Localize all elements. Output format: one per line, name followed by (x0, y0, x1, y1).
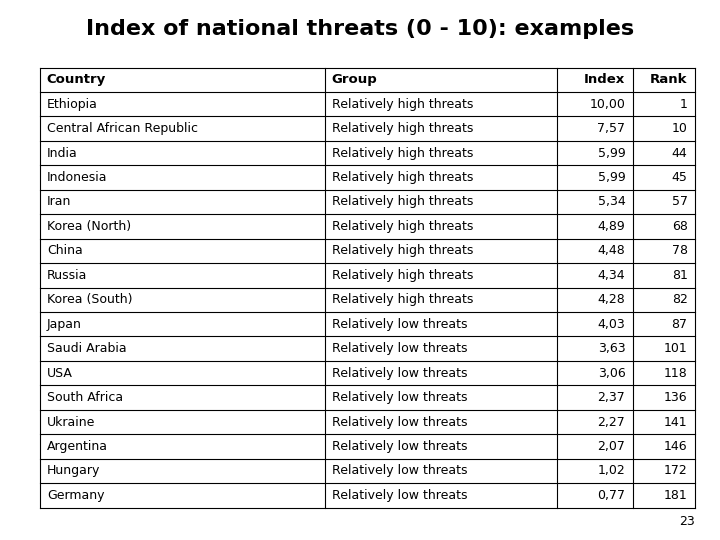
Text: Iran: Iran (47, 195, 71, 208)
Text: Relatively low threats: Relatively low threats (332, 342, 467, 355)
Text: 181: 181 (664, 489, 688, 502)
Text: 4,03: 4,03 (598, 318, 626, 330)
Text: Country: Country (47, 73, 106, 86)
Text: Indonesia: Indonesia (47, 171, 107, 184)
Text: 118: 118 (664, 367, 688, 380)
Text: Relatively high threats: Relatively high threats (332, 171, 473, 184)
Text: 136: 136 (664, 391, 688, 404)
Text: Group: Group (332, 73, 377, 86)
Text: USA: USA (47, 367, 73, 380)
Text: Relatively high threats: Relatively high threats (332, 195, 473, 208)
Text: Germany: Germany (47, 489, 104, 502)
Text: 78: 78 (672, 245, 688, 258)
Text: Relatively high threats: Relatively high threats (332, 220, 473, 233)
Text: 3,06: 3,06 (598, 367, 626, 380)
Text: 0,77: 0,77 (598, 489, 626, 502)
Text: 2,07: 2,07 (598, 440, 626, 453)
Text: Japan: Japan (47, 318, 81, 330)
Text: 57: 57 (672, 195, 688, 208)
Text: 2,27: 2,27 (598, 415, 626, 429)
Text: Relatively low threats: Relatively low threats (332, 489, 467, 502)
Text: 4,89: 4,89 (598, 220, 626, 233)
Text: Relatively high threats: Relatively high threats (332, 146, 473, 160)
Text: 141: 141 (664, 415, 688, 429)
Text: Relatively high threats: Relatively high threats (332, 269, 473, 282)
Text: 45: 45 (672, 171, 688, 184)
Text: Index of national threats (0 - 10): examples: Index of national threats (0 - 10): exam… (86, 19, 634, 39)
Text: 81: 81 (672, 269, 688, 282)
Text: 4,34: 4,34 (598, 269, 626, 282)
Text: Relatively high threats: Relatively high threats (332, 245, 473, 258)
Text: Ukraine: Ukraine (47, 415, 95, 429)
Text: 3,63: 3,63 (598, 342, 626, 355)
Text: Rank: Rank (650, 73, 688, 86)
Text: Relatively low threats: Relatively low threats (332, 440, 467, 453)
Text: Relatively low threats: Relatively low threats (332, 415, 467, 429)
Text: 2,37: 2,37 (598, 391, 626, 404)
Text: South Africa: South Africa (47, 391, 123, 404)
Text: 68: 68 (672, 220, 688, 233)
Text: Saudi Arabia: Saudi Arabia (47, 342, 127, 355)
Text: 1,02: 1,02 (598, 464, 626, 477)
Text: 44: 44 (672, 146, 688, 160)
Text: 146: 146 (664, 440, 688, 453)
Text: Korea (South): Korea (South) (47, 293, 132, 306)
Text: 4,28: 4,28 (598, 293, 626, 306)
Text: 5,34: 5,34 (598, 195, 626, 208)
Text: Hungary: Hungary (47, 464, 100, 477)
Text: 172: 172 (664, 464, 688, 477)
Text: 10,00: 10,00 (590, 98, 626, 111)
Text: 7,57: 7,57 (598, 122, 626, 135)
Text: 10: 10 (672, 122, 688, 135)
Text: 23: 23 (679, 515, 695, 528)
Text: China: China (47, 245, 83, 258)
Text: Index: Index (584, 73, 626, 86)
Text: Russia: Russia (47, 269, 87, 282)
Text: Korea (North): Korea (North) (47, 220, 131, 233)
Text: Argentina: Argentina (47, 440, 108, 453)
Text: 5,99: 5,99 (598, 171, 626, 184)
Text: 1: 1 (680, 98, 688, 111)
Text: Relatively low threats: Relatively low threats (332, 391, 467, 404)
Text: 82: 82 (672, 293, 688, 306)
Text: 101: 101 (664, 342, 688, 355)
Text: 4,48: 4,48 (598, 245, 626, 258)
Text: 5,99: 5,99 (598, 146, 626, 160)
Text: Relatively low threats: Relatively low threats (332, 318, 467, 330)
Text: Relatively high threats: Relatively high threats (332, 122, 473, 135)
Text: India: India (47, 146, 78, 160)
Text: Relatively low threats: Relatively low threats (332, 464, 467, 477)
Text: Ethiopia: Ethiopia (47, 98, 98, 111)
Text: Relatively high threats: Relatively high threats (332, 293, 473, 306)
Text: 87: 87 (672, 318, 688, 330)
Text: Central African Republic: Central African Republic (47, 122, 198, 135)
Text: Relatively high threats: Relatively high threats (332, 98, 473, 111)
Text: Relatively low threats: Relatively low threats (332, 367, 467, 380)
